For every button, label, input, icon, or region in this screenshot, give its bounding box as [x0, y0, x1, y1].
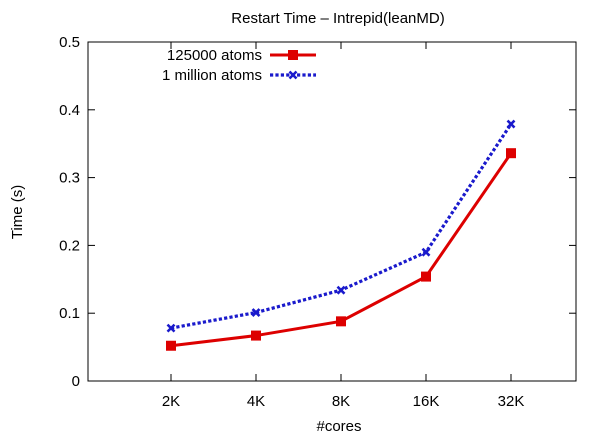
data-point [336, 285, 346, 295]
y-axis: 0 0.1 0.2 0.3 0.4 0.5 [59, 34, 576, 390]
data-point [251, 330, 261, 341]
x-tick-label: 2K [162, 393, 180, 410]
data-point [506, 119, 516, 129]
data-point [166, 340, 176, 351]
legend: 125000 atoms 1 million atoms [162, 47, 316, 84]
series-1-million-atoms [166, 119, 516, 333]
data-point [251, 308, 261, 317]
y-tick-label: 0.2 [59, 237, 80, 254]
legend-label: 1 million atoms [162, 67, 262, 84]
x-axis-label: #cores [316, 418, 361, 435]
y-tick-label: 0.5 [59, 34, 80, 51]
legend-swatch-marker [288, 70, 298, 80]
y-axis-label: Time (s) [9, 185, 26, 239]
legend-swatch-marker [288, 50, 298, 60]
data-point [336, 316, 346, 327]
series-layer [166, 119, 516, 351]
data-point [506, 148, 516, 159]
legend-label: 125000 atoms [167, 47, 262, 64]
y-tick-label: 0 [72, 373, 80, 390]
x-axis: 2K 4K 8K 16K 32K [162, 42, 525, 410]
y-tick-label: 0.3 [59, 170, 80, 187]
chart-title: Restart Time – Intrepid(leanMD) [231, 10, 444, 27]
data-point [166, 323, 176, 333]
x-tick-label: 16K [413, 393, 440, 410]
x-tick-label: 8K [332, 393, 350, 410]
series-125000-atoms [166, 148, 516, 351]
x-tick-label: 32K [498, 393, 525, 410]
x-tick-label: 4K [247, 393, 265, 410]
data-point [421, 271, 431, 282]
y-tick-label: 0.1 [59, 305, 80, 322]
plot-frame [87, 41, 577, 382]
y-tick-label: 0.4 [59, 102, 80, 119]
data-point [421, 247, 431, 257]
